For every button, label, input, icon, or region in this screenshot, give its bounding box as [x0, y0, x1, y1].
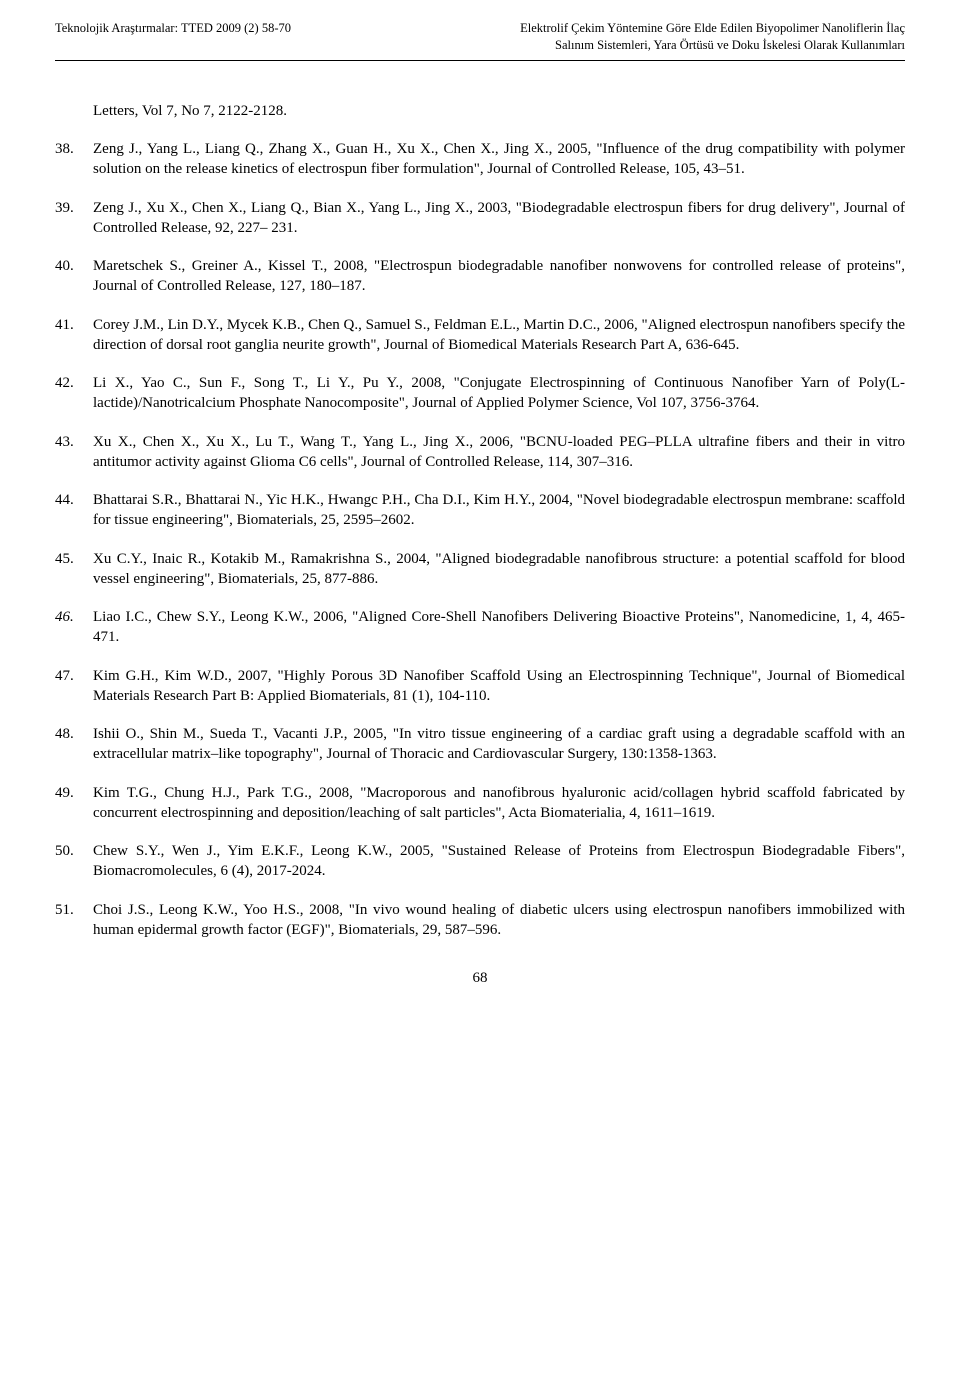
reference-number: 40. — [55, 256, 93, 297]
reference-item: 39.Zeng J., Xu X., Chen X., Liang Q., Bi… — [55, 198, 905, 239]
reference-item: 38.Zeng J., Yang L., Liang Q., Zhang X.,… — [55, 139, 905, 180]
header-right: Elektrolif Çekim Yöntemine Göre Elde Edi… — [520, 20, 905, 54]
reference-text: Bhattarai S.R., Bhattarai N., Yic H.K., … — [93, 490, 905, 531]
reference-text: Xu C.Y., Inaic R., Kotakib M., Ramakrish… — [93, 549, 905, 590]
reference-number: 41. — [55, 315, 93, 356]
reference-item: 40.Maretschek S., Greiner A., Kissel T.,… — [55, 256, 905, 297]
reference-item: 45.Xu C.Y., Inaic R., Kotakib M., Ramakr… — [55, 549, 905, 590]
reference-text: Xu X., Chen X., Xu X., Lu T., Wang T., Y… — [93, 432, 905, 473]
reference-item: 47.Kim G.H., Kim W.D., 2007, "Highly Por… — [55, 666, 905, 707]
reference-text: Ishii O., Shin M., Sueda T., Vacanti J.P… — [93, 724, 905, 765]
reference-number: 43. — [55, 432, 93, 473]
reference-item: 48.Ishii O., Shin M., Sueda T., Vacanti … — [55, 724, 905, 765]
reference-number: 38. — [55, 139, 93, 180]
reference-text: Zeng J., Yang L., Liang Q., Zhang X., Gu… — [93, 139, 905, 180]
reference-number: 48. — [55, 724, 93, 765]
reference-item: 51.Choi J.S., Leong K.W., Yoo H.S., 2008… — [55, 900, 905, 941]
page-number: 68 — [55, 968, 905, 988]
reference-number: 47. — [55, 666, 93, 707]
reference-number: 50. — [55, 841, 93, 882]
reference-number: 51. — [55, 900, 93, 941]
reference-number: 39. — [55, 198, 93, 239]
reference-text: Kim G.H., Kim W.D., 2007, "Highly Porous… — [93, 666, 905, 707]
reference-item: 50.Chew S.Y., Wen J., Yim E.K.F., Leong … — [55, 841, 905, 882]
reference-text: Liao I.C., Chew S.Y., Leong K.W., 2006, … — [93, 607, 905, 648]
header-right-line1: Elektrolif Çekim Yöntemine Göre Elde Edi… — [520, 20, 905, 37]
page-header: Teknolojik Araştırmalar: TTED 2009 (2) 5… — [55, 20, 905, 54]
reference-item: 44.Bhattarai S.R., Bhattarai N., Yic H.K… — [55, 490, 905, 531]
reference-number: 44. — [55, 490, 93, 531]
reference-number: 45. — [55, 549, 93, 590]
reference-number: 46. — [55, 607, 93, 648]
header-right-line2: Salınım Sistemleri, Yara Örtüsü ve Doku … — [520, 37, 905, 54]
continuation-text: Letters, Vol 7, No 7, 2122-2128. — [93, 101, 905, 121]
reference-text: Choi J.S., Leong K.W., Yoo H.S., 2008, "… — [93, 900, 905, 941]
header-left: Teknolojik Araştırmalar: TTED 2009 (2) 5… — [55, 20, 291, 54]
reference-text: Zeng J., Xu X., Chen X., Liang Q., Bian … — [93, 198, 905, 239]
reference-text: Chew S.Y., Wen J., Yim E.K.F., Leong K.W… — [93, 841, 905, 882]
reference-item: 42.Li X., Yao C., Sun F., Song T., Li Y.… — [55, 373, 905, 414]
references-list: 38.Zeng J., Yang L., Liang Q., Zhang X.,… — [55, 139, 905, 940]
header-divider — [55, 60, 905, 61]
reference-text: Maretschek S., Greiner A., Kissel T., 20… — [93, 256, 905, 297]
reference-text: Li X., Yao C., Sun F., Song T., Li Y., P… — [93, 373, 905, 414]
reference-number: 49. — [55, 783, 93, 824]
reference-text: Corey J.M., Lin D.Y., Mycek K.B., Chen Q… — [93, 315, 905, 356]
reference-item: 46.Liao I.C., Chew S.Y., Leong K.W., 200… — [55, 607, 905, 648]
reference-number: 42. — [55, 373, 93, 414]
reference-item: 43.Xu X., Chen X., Xu X., Lu T., Wang T.… — [55, 432, 905, 473]
reference-item: 41.Corey J.M., Lin D.Y., Mycek K.B., Che… — [55, 315, 905, 356]
reference-text: Kim T.G., Chung H.J., Park T.G., 2008, "… — [93, 783, 905, 824]
reference-item: 49.Kim T.G., Chung H.J., Park T.G., 2008… — [55, 783, 905, 824]
